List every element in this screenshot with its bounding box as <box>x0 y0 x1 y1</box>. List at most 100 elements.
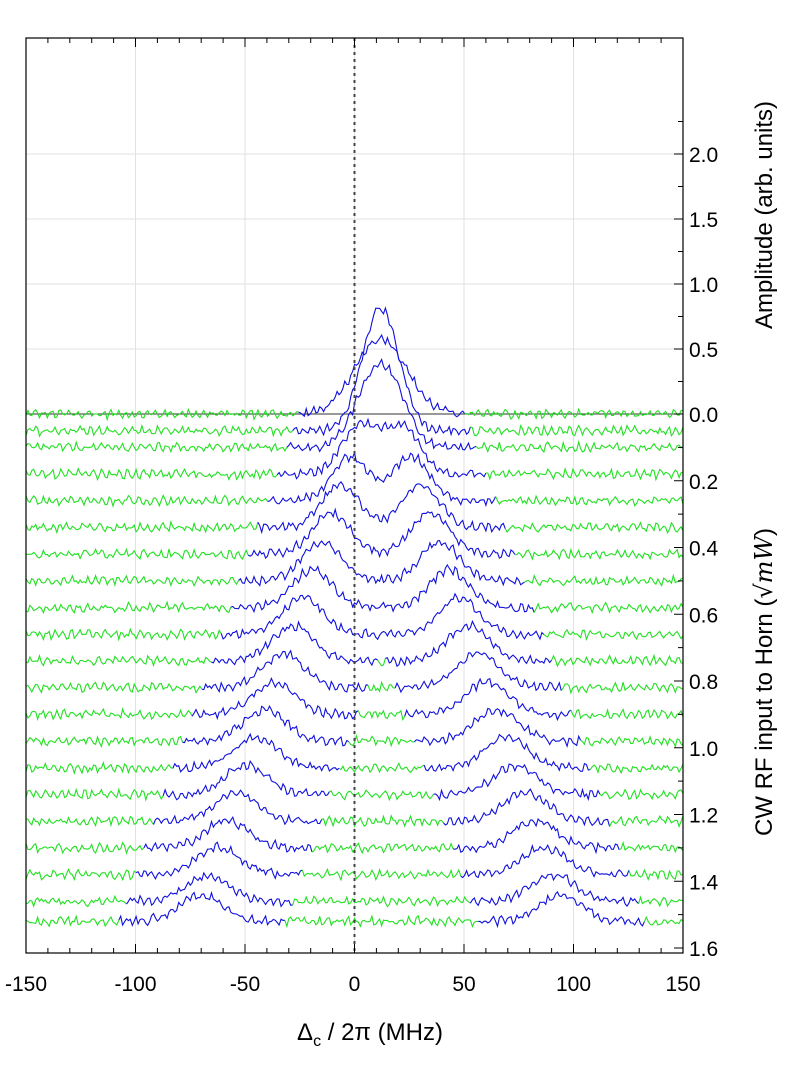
spectrum-trace-segment <box>321 814 444 828</box>
x-tick-label: 50 <box>452 973 475 996</box>
spectrum-trace-segment <box>25 494 268 508</box>
spectrum-trace-segment <box>442 788 611 827</box>
spectrum-trace-segment <box>643 915 684 926</box>
spectrum-trace-segment <box>152 789 323 826</box>
x-tick-label: -100 <box>114 973 156 996</box>
spectrum-trace-segment <box>276 417 487 480</box>
spectrum-trace-segment <box>589 763 684 775</box>
spectrum-trace-segment <box>126 871 293 908</box>
x-axis-title: Δc / 2π (MHz) <box>297 1019 443 1050</box>
spectrum-trace-segment <box>286 357 477 453</box>
spectrum-trace-segment <box>25 787 164 802</box>
rf-tick-label: 1.2 <box>689 805 718 828</box>
spectrum-trace-segment <box>25 653 212 668</box>
axis-layer <box>25 37 684 954</box>
spectrum-trace-segment <box>329 789 435 802</box>
rf-tick-label: 1.4 <box>689 871 719 894</box>
spectrum-trace-segment <box>238 539 525 587</box>
spectrum-trace-segment <box>25 815 154 828</box>
spectrum-trace-segment <box>433 763 601 802</box>
spectrum-trace-segment <box>628 868 684 882</box>
rf-tick-label: 1.6 <box>689 938 718 961</box>
spectrum-trace-segment <box>25 520 259 535</box>
spectrum-trace-segment <box>25 681 203 694</box>
spectrum-trace-segment <box>118 890 285 927</box>
spectrum-trace-segment <box>298 333 466 418</box>
spectrum-trace-segment <box>284 914 479 929</box>
spectrum-trace-segment <box>25 600 232 615</box>
spectrum-trace-segment <box>470 423 684 438</box>
rf-tick-label: 0.2 <box>689 471 718 494</box>
spectrum-trace-segment <box>478 890 645 929</box>
spectrum-trace-segment <box>25 574 240 588</box>
spectrum-trace-segment <box>377 658 386 667</box>
spectrum-trace-segment <box>367 680 396 693</box>
spectrum-trace-segment <box>25 707 193 721</box>
upper-y-axis-title: Amplitude (arb. units) <box>751 101 778 329</box>
spectrum-trace-segment <box>201 649 369 694</box>
spectrum-trace-segment <box>485 467 684 482</box>
spectrum-trace-segment <box>348 733 415 748</box>
spectrum-trace-segment <box>247 507 516 560</box>
spectrum-trace-segment <box>514 547 684 561</box>
amplitude-tick-label: 2.0 <box>689 144 718 167</box>
spectrum-trace-segment <box>25 407 299 422</box>
rf-tick-label: 0.8 <box>689 671 718 694</box>
spectrum-trace-segment <box>143 815 313 853</box>
x-tick-label: -50 <box>230 973 260 996</box>
spectrum-trace-segment <box>504 521 684 535</box>
spectrum-trace-segment <box>357 709 406 721</box>
spectrum-trace-segment <box>475 439 684 454</box>
spectrum-trace-segment <box>301 867 462 882</box>
spectrum-trace-segment <box>469 873 639 908</box>
spectrum-trace-segment <box>25 627 222 642</box>
spectrum-trace-segment <box>495 494 684 507</box>
spectrum-trace-segment <box>25 868 137 882</box>
spectrum-trace-segment <box>385 619 553 668</box>
rf-tick-label: 0.4 <box>689 538 719 561</box>
spectrum-trace-segment <box>560 681 684 695</box>
spectrum-trace-segment <box>423 733 591 773</box>
spectrum-trace-segment <box>25 914 120 928</box>
spectrum-trace-segment <box>543 628 684 641</box>
spectrum-trace-segment <box>599 788 684 801</box>
spectrum-trace-segment <box>460 843 630 879</box>
amplitude-tick-label: 1.0 <box>689 274 718 297</box>
spectrum-trace-segment <box>182 704 349 747</box>
spectrum-trace-segment <box>580 735 684 748</box>
spectrum-trace-segment <box>211 620 379 667</box>
x-tick-label: 150 <box>665 973 700 996</box>
rf-tick-label: 0.0 <box>689 404 718 427</box>
spectrum-trace-segment <box>292 895 471 908</box>
spectrum-trace-segment <box>551 653 684 668</box>
spectrum-trace-segment <box>257 481 506 535</box>
spectrum-trace-segment <box>25 894 127 908</box>
amplitude-tick-label: 0.5 <box>689 339 718 362</box>
x-tick-label: 100 <box>556 973 591 996</box>
spectrum-trace-segment <box>162 759 330 801</box>
spectrum-trace-segment <box>609 814 684 829</box>
x-tick-label: -150 <box>5 973 47 996</box>
spectrum-trace-segment <box>25 547 249 561</box>
spectrum-trace-segment <box>25 467 278 482</box>
spectrum-trace-segment <box>453 817 620 855</box>
spectrum-trace-segment <box>413 707 582 749</box>
spectrum-trace-segment <box>618 840 684 854</box>
spectrum-trace-segment <box>338 762 425 774</box>
spectrum-trace-segment <box>135 841 303 880</box>
spectrum-trace-segment <box>524 573 684 587</box>
spectrum-trace-segment <box>638 895 684 908</box>
lower-y-axis-title: CW RF input to Horn (√mW) <box>750 528 778 836</box>
spectrum-trace-segment <box>25 760 174 775</box>
spectrum-trace-segment <box>220 592 545 641</box>
spectrum-trace-segment <box>394 651 562 694</box>
spectrum-trace-segment <box>267 450 497 507</box>
spectrum-trace-segment <box>464 407 683 421</box>
spectrum-trace-segment <box>292 306 471 437</box>
spectrum-trace-segment <box>25 440 288 454</box>
rf-tick-label: 0.6 <box>689 604 718 627</box>
amplitude-tick-label: 1.5 <box>689 209 718 232</box>
spectrum-trace-segment <box>230 563 535 614</box>
